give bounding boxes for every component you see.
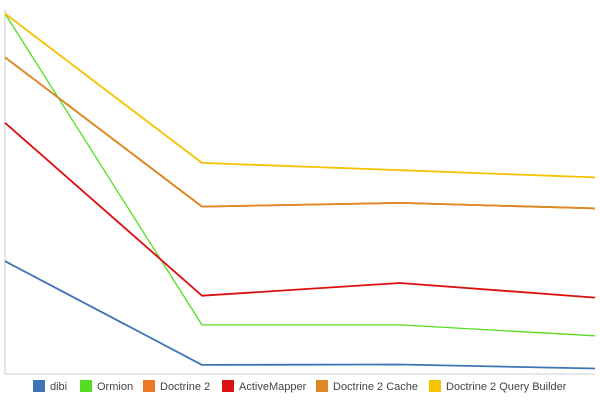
legend-label-5: Doctrine 2 Query Builder <box>446 381 567 393</box>
axes <box>4 10 595 375</box>
legend-swatch-0 <box>33 380 45 392</box>
series-line-3 <box>4 122 596 299</box>
series-line-5 <box>4 12 596 179</box>
legend-swatch-5 <box>429 380 441 392</box>
legend-swatch-3 <box>222 380 234 392</box>
series-layer <box>4 12 596 370</box>
legend-label-2: Doctrine 2 <box>160 381 210 393</box>
legend: dibi Ormion Doctrine 2 ActiveMapper Doctrine… <box>33 380 567 393</box>
legend-label-0: dibi <box>50 381 67 393</box>
legend-label-3: ActiveMapper <box>239 381 307 393</box>
legend-swatch-2 <box>143 380 155 392</box>
legend-swatch-4 <box>316 380 328 392</box>
legend-label-4: Doctrine 2 Cache <box>333 381 418 393</box>
series-line-1 <box>4 13 596 337</box>
series-line-4 <box>4 56 596 210</box>
series-line-0 <box>4 260 596 370</box>
legend-swatch-1 <box>80 380 92 392</box>
legend-label-1: Ormion <box>97 381 133 393</box>
